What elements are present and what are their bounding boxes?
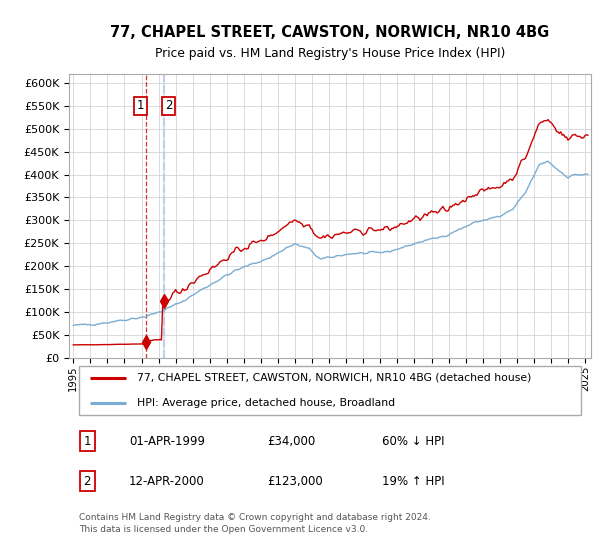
Text: £123,000: £123,000 — [268, 475, 323, 488]
Text: 2: 2 — [165, 100, 172, 113]
Text: 60% ↓ HPI: 60% ↓ HPI — [382, 435, 445, 447]
Text: Price paid vs. HM Land Registry's House Price Index (HPI): Price paid vs. HM Land Registry's House … — [155, 47, 505, 60]
Bar — [163, 74, 164, 358]
Text: 1: 1 — [83, 435, 91, 447]
Text: 12-APR-2000: 12-APR-2000 — [129, 475, 205, 488]
Text: 19% ↑ HPI: 19% ↑ HPI — [382, 475, 445, 488]
Text: 77, CHAPEL STREET, CAWSTON, NORWICH, NR10 4BG: 77, CHAPEL STREET, CAWSTON, NORWICH, NR1… — [110, 25, 550, 40]
Text: 01-APR-1999: 01-APR-1999 — [129, 435, 205, 447]
Text: HPI: Average price, detached house, Broadland: HPI: Average price, detached house, Broa… — [137, 398, 395, 408]
Text: Contains HM Land Registry data © Crown copyright and database right 2024.
This d: Contains HM Land Registry data © Crown c… — [79, 514, 431, 534]
Text: 77, CHAPEL STREET, CAWSTON, NORWICH, NR10 4BG (detached house): 77, CHAPEL STREET, CAWSTON, NORWICH, NR1… — [137, 373, 531, 383]
Text: 2: 2 — [83, 475, 91, 488]
Text: £34,000: £34,000 — [268, 435, 316, 447]
FancyBboxPatch shape — [79, 366, 581, 415]
Text: 1: 1 — [137, 100, 145, 113]
